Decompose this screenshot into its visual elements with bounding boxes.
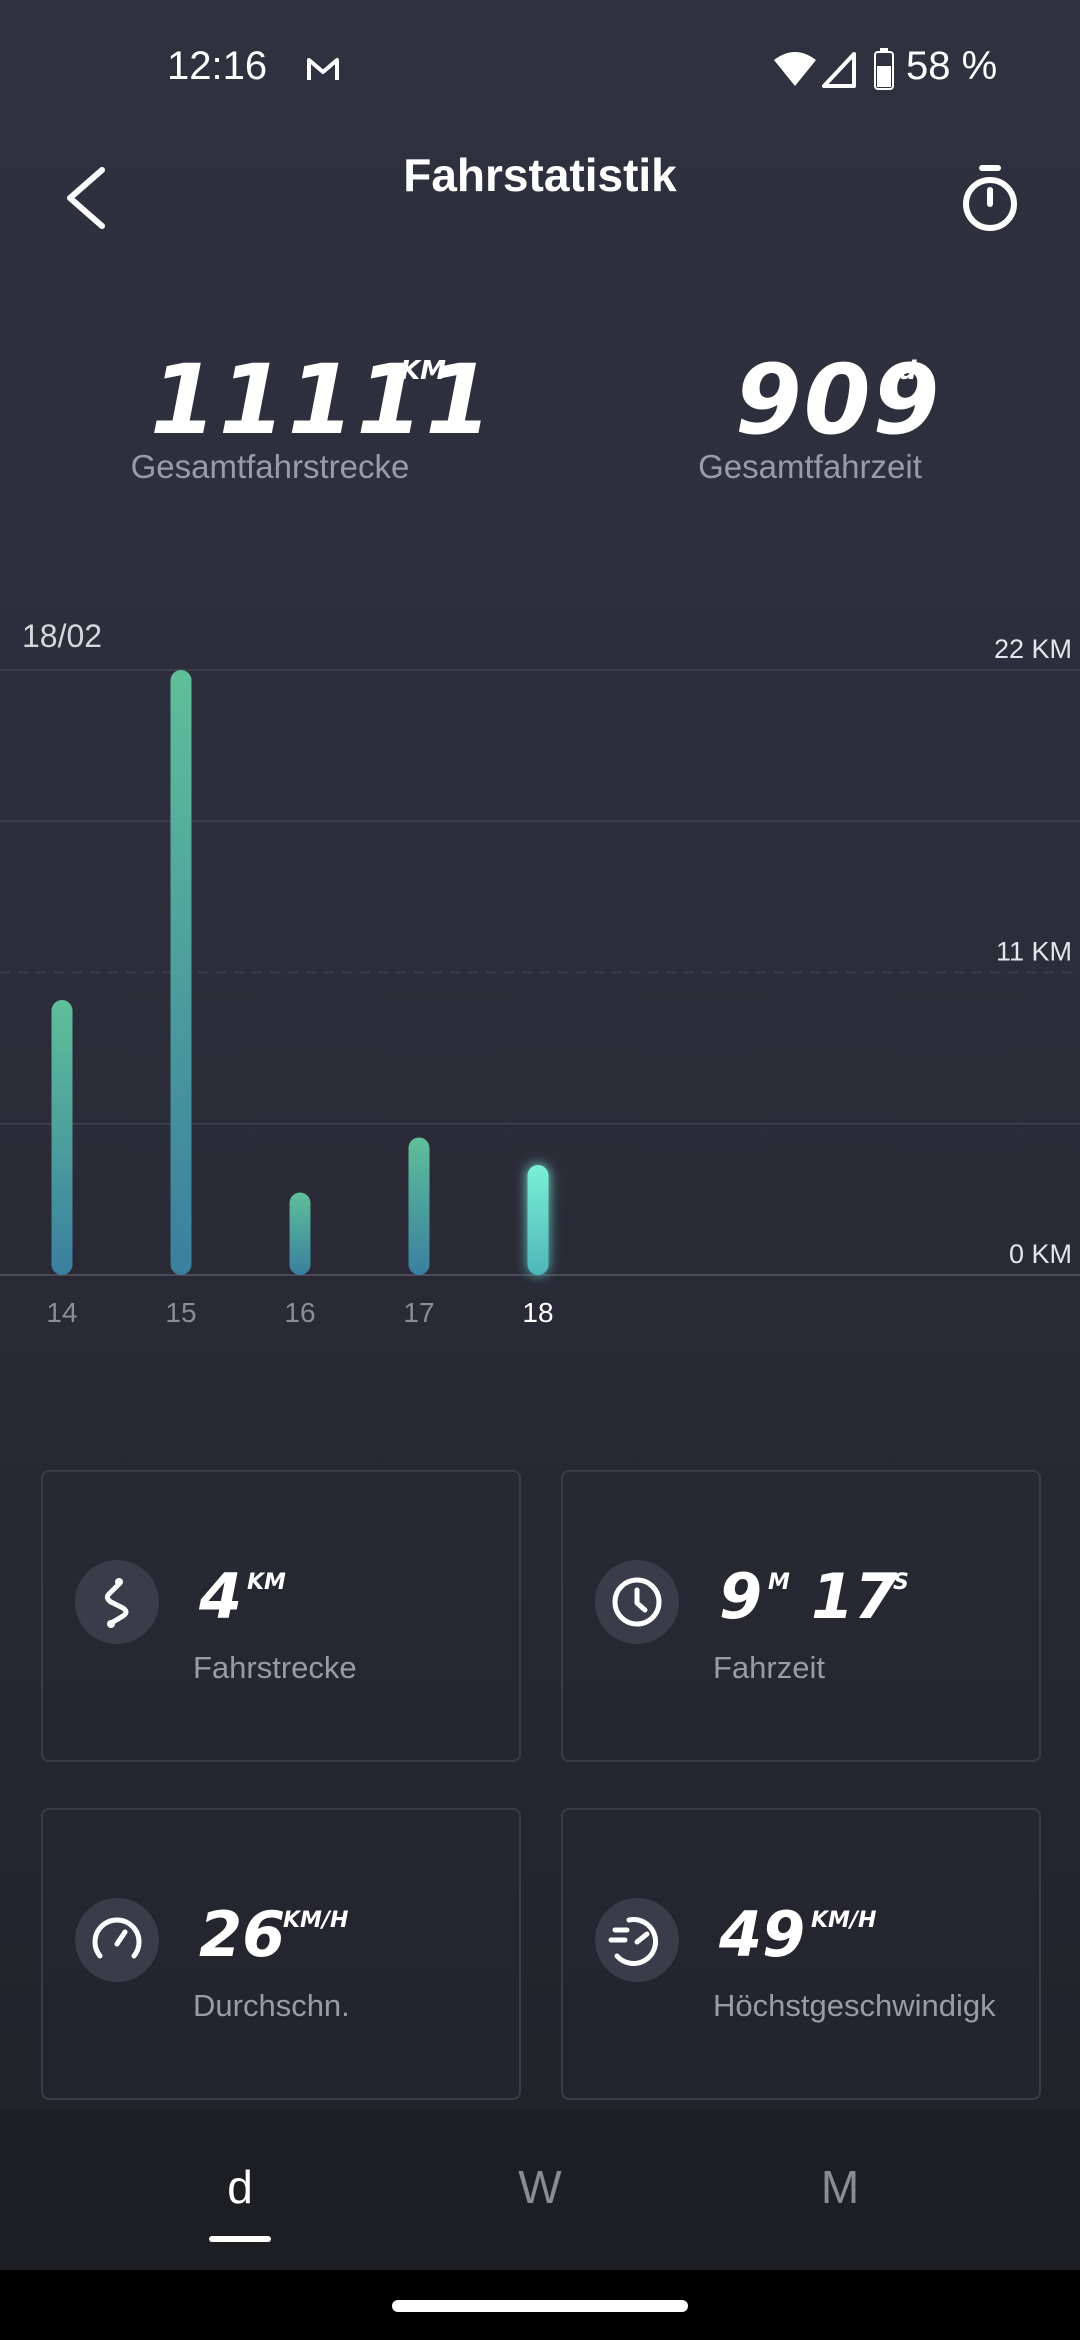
- daily-distance-chart[interactable]: 22 KM 11 KM 0 KM 14 15 16 17 18: [0, 600, 1080, 1340]
- tab-selected-indicator: [209, 2236, 271, 2242]
- timer-button[interactable]: [955, 160, 1025, 240]
- y-tick-label: 22 KM: [994, 634, 1072, 664]
- average-speed-card[interactable]: 26 KM/H Durchschn.: [41, 1808, 521, 2100]
- distance-card[interactable]: 4 KM Fahrstrecke: [41, 1470, 521, 1762]
- speedometer-icon: [75, 1898, 159, 1982]
- x-tick-label: 17: [403, 1297, 434, 1328]
- ride-time-label: Fahrzeit: [713, 1650, 825, 1685]
- battery-percentage: 58 %: [906, 44, 998, 88]
- back-button[interactable]: [50, 150, 120, 240]
- page-title: Fahrstatistik: [403, 149, 677, 201]
- max-speed-icon: [595, 1898, 679, 1982]
- average-speed-value: 26: [199, 1898, 286, 1971]
- wifi-icon: [774, 50, 816, 88]
- tab-day[interactable]: d: [227, 2161, 253, 2213]
- ride-time-seconds: 17: [811, 1560, 898, 1633]
- max-speed-unit: KM/H: [811, 1908, 877, 1933]
- distance-value: 4: [199, 1560, 243, 1633]
- tab-week[interactable]: W: [518, 2161, 562, 2213]
- total-distance-label: Gesamtfahrstrecke: [130, 448, 410, 485]
- x-tick-label: 14: [46, 1297, 77, 1328]
- chart-bar[interactable]: [170, 670, 192, 1275]
- ride-time-seconds-unit: S: [893, 1570, 909, 1595]
- chevron-left-icon: [67, 167, 105, 229]
- ride-time-minutes-unit: M: [768, 1570, 790, 1595]
- clock-icon: [595, 1560, 679, 1644]
- x-tick-label: 16: [284, 1297, 315, 1328]
- max-speed-label: Höchstgeschwindigk: [713, 1988, 996, 2023]
- chart-bar[interactable]: [527, 1165, 549, 1275]
- total-time-value: 909: [735, 344, 942, 456]
- ride-time-card[interactable]: 9 M 17 S Fahrzeit: [561, 1470, 1041, 1762]
- y-tick-label: 0 KM: [1009, 1239, 1072, 1269]
- gmail-icon: [306, 52, 340, 86]
- total-distance-value: 11111: [150, 344, 494, 456]
- period-tab-bar: [0, 2110, 1080, 2270]
- total-time-unit: d: [898, 356, 917, 386]
- chart-bar[interactable]: [408, 1137, 430, 1276]
- total-time-label: Gesamtfahrzeit: [698, 448, 922, 485]
- total-distance-unit: KM: [400, 356, 447, 386]
- chart-bar[interactable]: [289, 1192, 311, 1276]
- home-indicator[interactable]: [392, 2300, 688, 2312]
- x-tick-label: 18: [522, 1297, 553, 1328]
- chart-date-label: 18/02: [22, 618, 103, 654]
- y-tick-label: 11 KM: [996, 937, 1072, 967]
- distance-label: Fahrstrecke: [193, 1650, 357, 1685]
- battery-icon: [874, 48, 894, 90]
- distance-unit: KM: [247, 1570, 286, 1595]
- route-icon: [75, 1560, 159, 1644]
- ride-time-minutes: 9: [719, 1560, 763, 1633]
- tab-month[interactable]: M: [820, 2161, 860, 2213]
- max-speed-value: 49: [719, 1898, 806, 1971]
- chart-bar[interactable]: [51, 1000, 73, 1275]
- x-tick-label: 15: [165, 1297, 196, 1328]
- average-speed-unit: KM/H: [283, 1908, 349, 1933]
- average-speed-label: Durchschn.: [193, 1988, 350, 2023]
- signal-icon: [822, 50, 856, 88]
- status-time: 12:16: [167, 44, 268, 88]
- max-speed-card[interactable]: 49 KM/H Höchstgeschwindigk: [561, 1808, 1041, 2100]
- stopwatch-icon: [963, 165, 1017, 231]
